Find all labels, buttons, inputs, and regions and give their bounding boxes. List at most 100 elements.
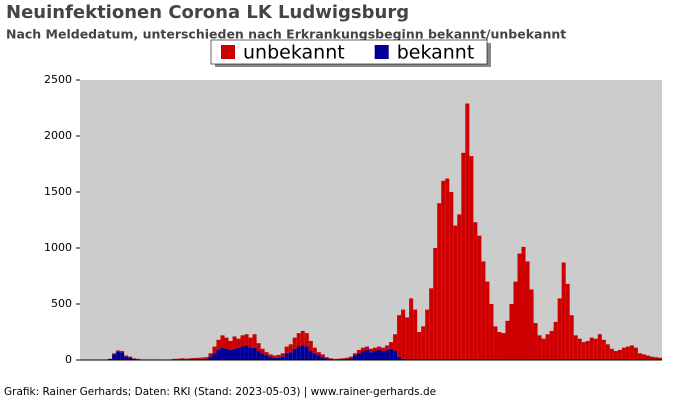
bar: [649, 356, 654, 360]
bar: [613, 351, 618, 360]
bar: [409, 298, 414, 360]
bar: [509, 304, 514, 360]
bar: [453, 225, 458, 360]
bar: [268, 354, 273, 357]
bar: [324, 358, 329, 360]
bar: [405, 317, 410, 360]
bar: [256, 343, 261, 352]
bar: [288, 344, 293, 353]
bar: [637, 353, 642, 360]
bar: [260, 353, 265, 360]
bar: [589, 337, 594, 360]
bar: [248, 337, 253, 348]
bar: [320, 357, 325, 360]
bar: [381, 351, 386, 360]
bar: [625, 346, 630, 360]
bar: [280, 356, 285, 360]
bar: [537, 335, 542, 360]
bar: [232, 348, 237, 360]
y-tick-label: 2000: [44, 129, 72, 142]
bar: [433, 248, 438, 360]
bar: [228, 340, 233, 350]
bar: [200, 358, 205, 360]
bar: [216, 339, 221, 350]
legend-swatch: [374, 45, 389, 59]
bar: [336, 358, 341, 360]
bar: [477, 235, 482, 360]
bar: [348, 356, 353, 359]
bar: [176, 358, 181, 360]
bar: [224, 348, 229, 360]
bar: [288, 352, 293, 360]
bar: [485, 281, 490, 360]
bar: [212, 353, 217, 360]
bar: [112, 354, 117, 360]
bar: [116, 350, 121, 352]
bar: [172, 358, 177, 360]
bar: [377, 346, 382, 350]
bar: [445, 178, 450, 360]
bar: [577, 338, 582, 360]
bar: [633, 347, 638, 360]
bar: [256, 351, 261, 360]
legend: unbekannt bekannt: [210, 39, 491, 67]
y-tick-label: 1500: [44, 185, 72, 198]
bar: [465, 103, 470, 361]
bar: [180, 358, 185, 360]
bar: [284, 346, 289, 354]
bar: [356, 353, 361, 360]
bar: [240, 335, 245, 347]
bar: [473, 222, 478, 360]
bar: [364, 349, 369, 360]
bars: [108, 103, 662, 361]
bar: [553, 321, 558, 360]
bar: [276, 354, 281, 358]
bar: [457, 214, 462, 360]
chart-title: Neuinfektionen Corona LK Ludwigsburg: [6, 2, 409, 23]
bar: [352, 353, 357, 356]
bar: [244, 334, 249, 346]
y-tick-label: 2500: [44, 73, 72, 86]
bar: [252, 347, 257, 360]
bar: [308, 340, 313, 352]
bar: [469, 156, 474, 360]
bar: [220, 335, 225, 348]
bar: [541, 338, 546, 360]
bar: [393, 351, 398, 360]
bar: [629, 345, 634, 360]
bar: [268, 356, 273, 360]
bar: [437, 203, 442, 360]
bar: [645, 355, 650, 360]
bar: [308, 351, 313, 360]
bar: [128, 356, 133, 358]
bar: [557, 298, 562, 360]
bar: [401, 309, 406, 359]
bar: [368, 352, 374, 360]
bar: [224, 337, 229, 349]
bar: [401, 358, 406, 360]
bar: [373, 351, 378, 360]
bar: [192, 357, 197, 359]
bar: [324, 357, 329, 359]
bar: [184, 358, 189, 360]
bar: [236, 347, 241, 360]
bar: [244, 345, 249, 360]
legend-box: [210, 39, 488, 65]
bar: [108, 358, 113, 360]
y-tick-label: 500: [51, 297, 72, 310]
bar: [441, 180, 446, 360]
bar: [356, 349, 361, 354]
bar: [112, 353, 117, 355]
bar: [581, 342, 586, 360]
bar: [304, 346, 309, 360]
bar: [196, 358, 201, 360]
bar: [128, 357, 133, 360]
bar: [533, 323, 538, 360]
bar: [397, 356, 402, 360]
bar: [525, 261, 530, 360]
bar: [316, 355, 321, 360]
bar: [348, 358, 353, 360]
footer: Grafik: Rainer Gerhards; Daten: RKI (Sta…: [4, 386, 436, 398]
bar: [417, 332, 422, 360]
bar: [549, 330, 554, 360]
